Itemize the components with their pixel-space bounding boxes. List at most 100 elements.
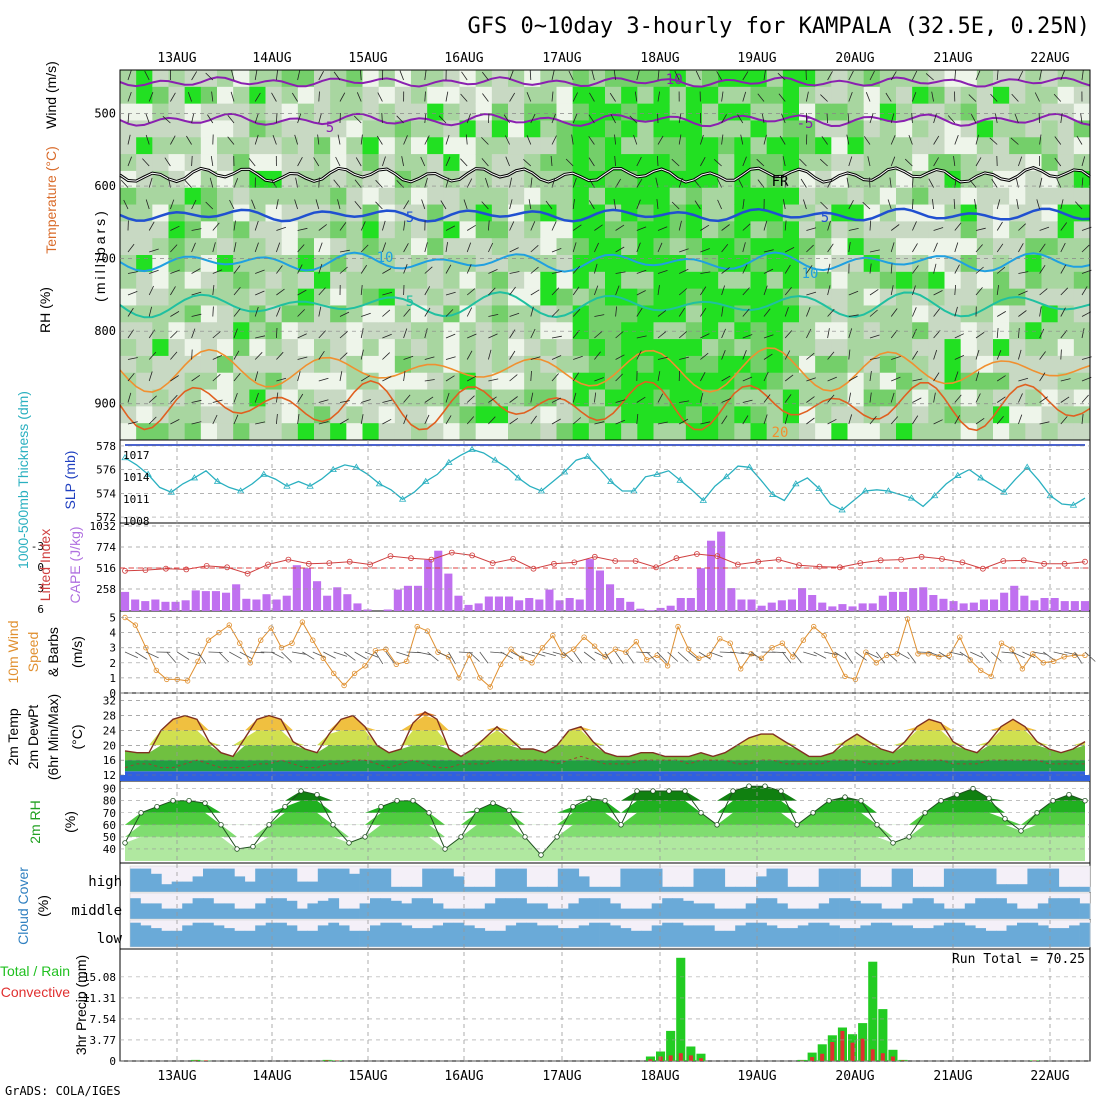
rh-cell [669, 154, 687, 172]
rh-cell [281, 103, 299, 121]
cape-bar [434, 550, 443, 611]
cloud-bar [797, 925, 809, 947]
thickness-marker [884, 487, 893, 494]
wind-barb [403, 394, 411, 403]
wind-barb [615, 271, 626, 274]
cloud-bar [1037, 925, 1049, 947]
date-label-top: 13AUG [157, 51, 196, 66]
wind-barb [377, 92, 383, 102]
contour-plus20 [119, 347, 1091, 393]
rh-cell [1073, 423, 1091, 441]
wind-barb [679, 356, 689, 360]
rh-cell [782, 221, 800, 239]
cape-bar [252, 599, 261, 611]
rh-cell [152, 221, 169, 239]
rh-cell [831, 238, 848, 256]
cloud-bar [589, 922, 600, 947]
cloud-bar [943, 868, 955, 892]
wind-barb [396, 115, 404, 124]
wind-barb [276, 377, 287, 382]
wind-tick: 3 [109, 642, 116, 655]
wind-barb [488, 349, 492, 360]
rh-marker [634, 788, 640, 794]
wind-barb [869, 416, 877, 425]
lifted-index-marker [755, 558, 762, 565]
rh-cell [912, 423, 929, 441]
rh-cell [1041, 305, 1059, 323]
cloud-bar [453, 922, 465, 947]
wind-barb [509, 374, 518, 382]
rh-cell [394, 389, 412, 407]
rh-cell [782, 355, 800, 374]
rh-cell [168, 389, 186, 407]
wind-barb [211, 91, 214, 102]
rh-cell [540, 372, 557, 391]
wind-speed-marker [904, 616, 911, 622]
wind-barb [848, 328, 853, 339]
cloud-bar [234, 876, 246, 892]
lifted-index-marker [285, 556, 292, 563]
wind-barb [254, 352, 263, 360]
rh-cell [314, 86, 331, 105]
wind-barb [120, 179, 129, 188]
cloud-bar [683, 900, 694, 919]
wind-barb [233, 328, 238, 339]
rh-cell [265, 86, 283, 105]
cloud-bar [390, 922, 402, 947]
wind10m-barb [1032, 651, 1047, 655]
cloud-bar [276, 868, 287, 892]
rh-cell [249, 137, 266, 155]
rh-cell [508, 170, 525, 189]
rh-cell [265, 221, 283, 239]
wind-barb [254, 371, 259, 382]
rh-cell [847, 103, 865, 121]
wind-barb [337, 199, 341, 210]
precip-conv-bar [830, 1042, 835, 1061]
rh-cell [928, 238, 945, 256]
rh-cell [556, 288, 574, 306]
wind-barb [954, 306, 958, 317]
wind-barb [629, 115, 638, 124]
cloud-bar [703, 903, 715, 919]
rh-cell [394, 305, 412, 323]
cloud-bar [714, 868, 726, 892]
rh-cell [1025, 137, 1042, 155]
wind-barb [276, 392, 279, 403]
rh-cell [540, 187, 557, 206]
wind-barb [123, 199, 129, 210]
wind-speed-marker [852, 676, 859, 683]
wind-barb [382, 333, 392, 339]
wind-barb [890, 156, 896, 167]
wind-barb [440, 200, 447, 210]
wind-barb [127, 329, 134, 339]
rh-cell [540, 137, 557, 155]
wind-barb [933, 290, 943, 296]
cloud-bar [756, 876, 767, 892]
wind-barb [297, 393, 304, 403]
wind-barb [488, 287, 496, 296]
rh-cell [184, 389, 202, 407]
rh-cell [605, 238, 622, 256]
rh-cell [896, 120, 913, 138]
rh-cell [588, 221, 606, 239]
cloud-bar [683, 886, 694, 892]
wind-barb [149, 248, 159, 253]
wind-barb [148, 221, 155, 231]
cloud-bar [307, 930, 319, 947]
wind-barb [170, 311, 180, 317]
cape-bar [565, 598, 574, 611]
cloud-bar [1027, 908, 1039, 919]
wind-barb [254, 242, 259, 253]
rh-cell [912, 339, 929, 357]
wind-speed-marker [1082, 652, 1088, 658]
rh-cell [766, 389, 784, 407]
wind-barb [782, 156, 786, 167]
wind-barb [933, 419, 943, 425]
cape-tick: 516 [96, 562, 116, 575]
wind-barb [869, 249, 880, 253]
cloud-bar [1048, 868, 1060, 892]
cloud-bar [912, 886, 924, 892]
rh-cell [411, 271, 428, 290]
cloud-bar [975, 928, 986, 947]
rh-cell [184, 339, 202, 357]
